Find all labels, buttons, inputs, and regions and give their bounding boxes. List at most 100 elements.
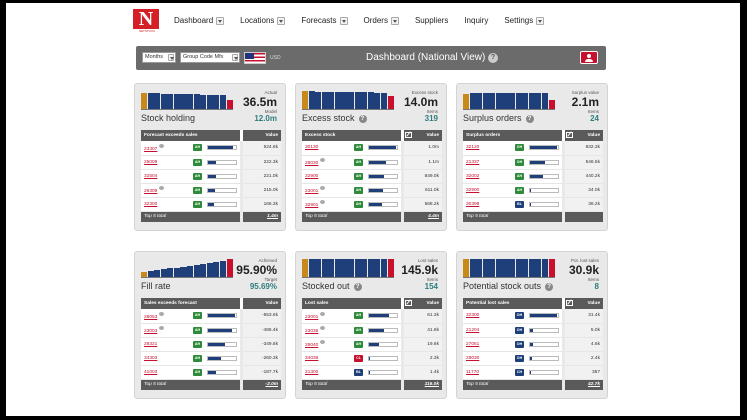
- item-code-link[interactable]: 28030: [305, 161, 319, 166]
- total-value[interactable]: [565, 211, 603, 222]
- item-code-link[interactable]: 29309: [144, 189, 158, 194]
- table-row[interactable]: 23307 AH 524.6k: [141, 141, 281, 156]
- item-code-link[interactable]: 34303: [144, 355, 158, 361]
- table-row[interactable]: 32300 OH 31.4k: [463, 309, 603, 324]
- table-row[interactable]: 25009 AH 222.3k: [141, 155, 281, 170]
- item-code-link[interactable]: 32504: [144, 173, 158, 179]
- item-code-link[interactable]: 23003: [144, 329, 158, 334]
- item-code-link[interactable]: 23036: [305, 329, 319, 334]
- nav-item-orders[interactable]: Orders: [364, 16, 399, 25]
- item-code-link[interactable]: 30130: [305, 145, 319, 151]
- table-row[interactable]: 32504 AH 221.0k: [141, 169, 281, 184]
- comment-icon[interactable]: [320, 326, 326, 330]
- item-code-link[interactable]: 30399: [466, 201, 480, 207]
- comment-icon[interactable]: [159, 186, 165, 190]
- nav-item-settings[interactable]: Settings: [504, 16, 545, 25]
- edit-column-header[interactable]: [565, 130, 575, 141]
- comment-icon[interactable]: [320, 311, 326, 316]
- chevron-down-icon[interactable]: [277, 16, 286, 25]
- total-value[interactable]: 116.0k: [404, 379, 442, 390]
- edit-column-header[interactable]: [404, 298, 414, 309]
- table-row[interactable]: 32120 OH 832.3k: [463, 141, 603, 156]
- table-row[interactable]: 29309 AH 215.0k: [141, 183, 281, 198]
- nav-item-locations[interactable]: Locations: [240, 16, 286, 25]
- item-code-link[interactable]: 23001: [305, 189, 319, 194]
- table-row[interactable]: 28030 OH 2.4k: [463, 351, 603, 366]
- total-value[interactable]: -2.0m: [243, 379, 281, 390]
- edit-icon[interactable]: [566, 131, 573, 138]
- nav-item-inquiry[interactable]: Inquiry: [464, 16, 488, 25]
- item-code-link[interactable]: 32300: [144, 201, 158, 207]
- comment-icon[interactable]: [320, 158, 326, 162]
- item-code-link[interactable]: 32120: [466, 145, 480, 151]
- help-icon[interactable]: ?: [525, 115, 534, 123]
- total-value[interactable]: 42.7k: [565, 379, 603, 390]
- table-row[interactable]: 11770 CH 357: [463, 365, 603, 380]
- nav-item-forecasts[interactable]: Forecasts: [301, 16, 348, 25]
- nav-item-suppliers[interactable]: Suppliers: [415, 16, 448, 25]
- comment-icon[interactable]: [320, 200, 326, 204]
- item-code-link[interactable]: 32002: [466, 173, 480, 179]
- total-value[interactable]: 1.4m: [243, 211, 281, 222]
- help-icon[interactable]: ?: [488, 53, 498, 63]
- item-code-link[interactable]: 23307: [144, 146, 158, 152]
- edit-column-header[interactable]: [565, 298, 575, 309]
- table-row[interactable]: 28053 AH -553.6k: [141, 309, 281, 324]
- period-select[interactable]: Months: [142, 52, 176, 63]
- table-row[interactable]: 21337 OH 546.5k: [463, 155, 603, 170]
- logo[interactable]: N NETSTOCK: [133, 9, 161, 39]
- edit-icon[interactable]: [405, 299, 412, 306]
- item-code-link[interactable]: 28321: [144, 341, 158, 347]
- table-row[interactable]: 21300 BL 1.4k: [302, 365, 442, 380]
- edit-icon[interactable]: [566, 299, 573, 306]
- item-code-link[interactable]: 28030: [466, 355, 480, 361]
- table-row[interactable]: 34036 CL 2.3k: [302, 351, 442, 366]
- help-icon[interactable]: ?: [545, 283, 554, 291]
- us-flag-icon[interactable]: [244, 52, 266, 64]
- item-code-link[interactable]: 27051: [466, 341, 480, 347]
- table-row[interactable]: 30130 AH 1.0m: [302, 141, 442, 156]
- table-row[interactable]: 30399 BL 36.2k: [463, 197, 603, 212]
- trend-sparkline[interactable]: [141, 258, 233, 277]
- item-code-link[interactable]: 41003: [144, 369, 158, 375]
- item-code-link[interactable]: 32900: [466, 187, 480, 193]
- table-row[interactable]: 28030 AH 1.1m: [302, 155, 442, 170]
- item-code-link[interactable]: 34036: [305, 355, 319, 361]
- item-code-link[interactable]: 28040: [305, 343, 319, 348]
- trend-sparkline[interactable]: [463, 90, 555, 109]
- table-row[interactable]: 32300 AH 166.3k: [141, 197, 281, 212]
- table-row[interactable]: 23003 AH -486.4k: [141, 323, 281, 338]
- table-row[interactable]: 32900 AH 34.0k: [463, 183, 603, 198]
- item-code-link[interactable]: 32901: [305, 203, 319, 208]
- trend-sparkline[interactable]: [302, 90, 394, 109]
- item-code-link[interactable]: 11770: [466, 369, 479, 375]
- comment-icon[interactable]: [320, 186, 326, 190]
- table-row[interactable]: 32900 AH 849.0k: [302, 169, 442, 184]
- table-row[interactable]: 27051 OH 4.6k: [463, 337, 603, 352]
- group-select[interactable]: Group Code Mfx: [180, 52, 240, 63]
- comment-icon[interactable]: [320, 340, 326, 344]
- trend-sparkline[interactable]: [463, 258, 555, 277]
- table-row[interactable]: 28321 AH -349.6k: [141, 337, 281, 352]
- item-code-link[interactable]: 23001: [305, 314, 319, 320]
- comment-icon[interactable]: [159, 311, 165, 316]
- total-value[interactable]: 4.4m: [404, 211, 442, 222]
- nav-item-dashboard[interactable]: Dashboard: [174, 16, 225, 25]
- table-row[interactable]: 21204 OH 5.0k: [463, 323, 603, 338]
- chevron-down-icon[interactable]: [536, 16, 545, 25]
- user-icon[interactable]: [580, 51, 598, 64]
- item-code-link[interactable]: 25009: [144, 159, 158, 165]
- table-row[interactable]: 23036 AH 41.8k: [302, 323, 442, 338]
- item-code-link[interactable]: 21300: [305, 369, 319, 375]
- help-icon[interactable]: ?: [358, 115, 367, 123]
- table-row[interactable]: 32002 AH 440.2k: [463, 169, 603, 184]
- table-row[interactable]: 23001 AH 611.0k: [302, 183, 442, 198]
- item-code-link[interactable]: 32900: [305, 173, 319, 179]
- trend-sparkline[interactable]: [302, 258, 394, 277]
- table-row[interactable]: 28040 AH 19.6k: [302, 337, 442, 352]
- table-row[interactable]: 32901 AH 568.2k: [302, 197, 442, 212]
- item-code-link[interactable]: 21204: [466, 327, 480, 333]
- edit-column-header[interactable]: [404, 130, 414, 141]
- table-row[interactable]: 41003 AH -187.7k: [141, 365, 281, 380]
- trend-sparkline[interactable]: [141, 90, 233, 109]
